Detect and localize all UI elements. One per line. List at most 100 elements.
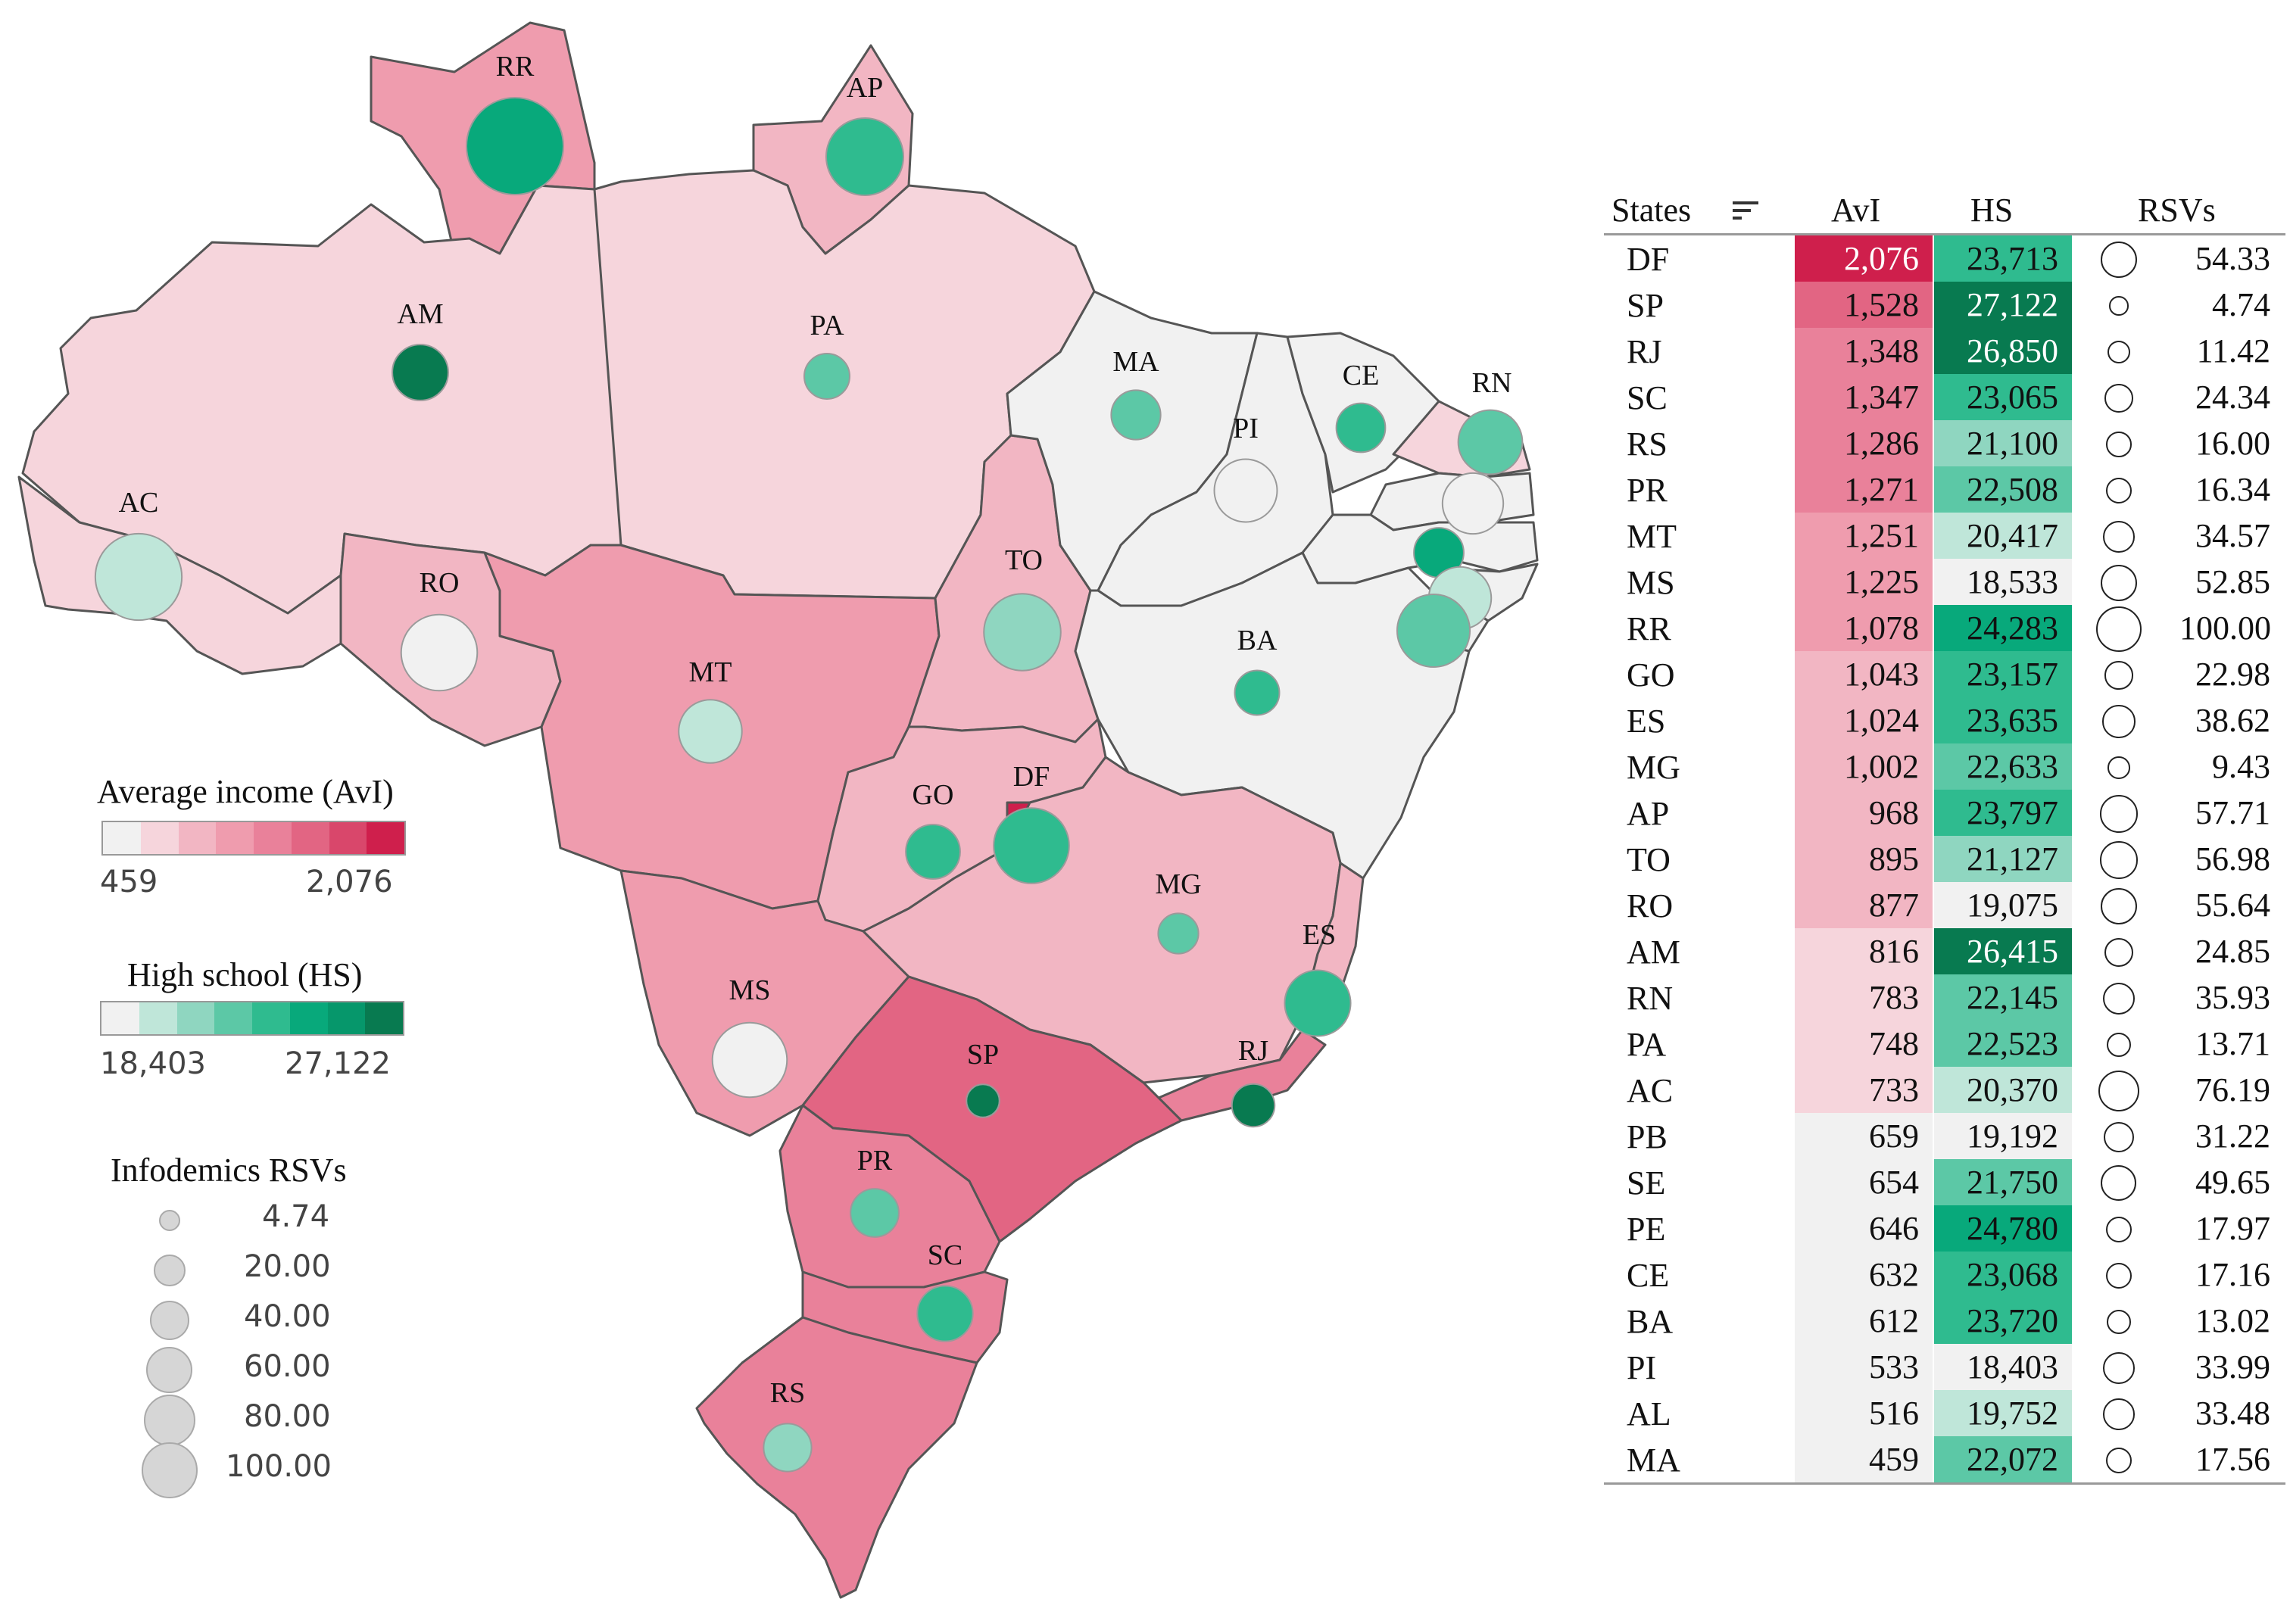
cell-rsv: 76.19: [2195, 1071, 2270, 1108]
bubble-CE[interactable]: [1335, 402, 1387, 454]
avi-ramp-swatch: [291, 822, 329, 854]
cell-hs: 19,075: [1934, 882, 2072, 928]
table-row[interactable]: RS 1,286 21,100 16.00: [1604, 420, 2285, 466]
bubble-GO[interactable]: [905, 824, 961, 880]
hs-ramp-swatch: [139, 1002, 177, 1034]
table-row[interactable]: AL 516 19,752 33.48: [1604, 1390, 2285, 1436]
cell-state: MA: [1627, 1442, 1680, 1479]
rsv-circle-mark: [2102, 982, 2136, 1015]
state-label-AP: AP: [847, 72, 884, 104]
bubble-AP[interactable]: [825, 117, 905, 197]
cell-state: RR: [1627, 610, 1671, 647]
state-label-RO: RO: [420, 567, 460, 599]
rsv-legend-value: 40.00: [244, 1299, 331, 1334]
bubble-MG[interactable]: [1157, 912, 1200, 955]
hs-ramp-swatch: [365, 1002, 403, 1034]
bubble-BA[interactable]: [1234, 669, 1281, 716]
cell-state: RS: [1627, 425, 1668, 463]
bubble-SC[interactable]: [916, 1285, 974, 1342]
bubble-RR[interactable]: [466, 97, 564, 195]
bubble-RS[interactable]: [763, 1423, 813, 1473]
cell-hs: 22,523: [1934, 1021, 2072, 1067]
hs-color-ramp: [100, 1001, 404, 1036]
cell-state: CE: [1627, 1257, 1670, 1294]
cell-rsv: 24.85: [2195, 933, 2270, 970]
state-label-RS: RS: [770, 1377, 805, 1409]
bubble-RN[interactable]: [1457, 409, 1524, 475]
header-rsvs[interactable]: RSVs: [2138, 192, 2216, 229]
cell-hs: 22,633: [1934, 743, 2072, 790]
sort-icon[interactable]: [1733, 201, 1758, 224]
cell-avi: 1,348: [1795, 328, 1933, 374]
table-row[interactable]: SC 1,347 23,065 24.34: [1604, 374, 2285, 420]
state-shape-RS[interactable]: [695, 1316, 978, 1599]
rsv-legend-bubble: [143, 1394, 196, 1447]
header-hs[interactable]: HS: [1970, 192, 2014, 229]
table-row[interactable]: PE 646 24,780 17.97: [1604, 1205, 2285, 1252]
hs-legend-min: 18,403: [100, 1046, 206, 1081]
rsv-circle-mark: [2106, 1032, 2132, 1058]
rsv-circle-mark: [2107, 756, 2130, 779]
cell-avi: 533: [1795, 1344, 1933, 1390]
cell-hs: 23,635: [1934, 697, 2072, 743]
cell-hs: 18,403: [1934, 1344, 2072, 1390]
cell-state: AP: [1627, 795, 1670, 832]
rsv-legend-bubble: [146, 1347, 193, 1394]
table-row[interactable]: RJ 1,348 26,850 11.42: [1604, 328, 2285, 374]
table-row[interactable]: MT 1,251 20,417 34.57: [1604, 513, 2285, 559]
table-row[interactable]: ES 1,024 23,635 38.62: [1604, 697, 2285, 743]
table-row[interactable]: BA 612 23,720 13.02: [1604, 1298, 2285, 1344]
cell-avi: 1,528: [1795, 282, 1933, 328]
bubble-PA[interactable]: [803, 353, 850, 400]
rsv-circle-mark: [2105, 1262, 2132, 1289]
bubble-SP[interactable]: [966, 1083, 1000, 1118]
table-row[interactable]: RR 1,078 24,283 100.00: [1604, 605, 2285, 652]
table-row[interactable]: GO 1,043 23,157 22.98: [1604, 651, 2285, 697]
table-row[interactable]: MS 1,225 18,533 52.85: [1604, 559, 2285, 605]
bubble-RO[interactable]: [400, 613, 479, 692]
header-states[interactable]: States: [1611, 192, 1692, 229]
cell-rsv: 52.85: [2195, 563, 2270, 600]
rsv-legend-title: Infodemics RSVs: [111, 1152, 347, 1189]
table-row[interactable]: DF 2,076 23,713 54.33: [1604, 235, 2285, 282]
cell-rsv: 56.98: [2195, 840, 2270, 877]
table-row[interactable]: RO 877 19,075 55.64: [1604, 882, 2285, 928]
hs-ramp-swatch: [252, 1002, 290, 1034]
table-row[interactable]: RN 783 22,145 35.93: [1604, 974, 2285, 1021]
avi-ramp-swatch: [103, 822, 141, 854]
header-avi[interactable]: AvI: [1831, 192, 1881, 229]
bubble-TO[interactable]: [983, 593, 1062, 672]
cell-avi: 968: [1795, 790, 1933, 836]
bubble-ES[interactable]: [1284, 969, 1352, 1037]
rsv-circle-mark: [2107, 340, 2131, 364]
cell-rsv: 49.65: [2195, 1164, 2270, 1201]
bubble-AM[interactable]: [392, 344, 449, 401]
bubble-PI[interactable]: [1213, 458, 1278, 523]
table-row[interactable]: MG 1,002 22,633 9.43: [1604, 743, 2285, 790]
cell-avi: 659: [1795, 1113, 1933, 1159]
bubble-PR[interactable]: [850, 1188, 900, 1238]
table-row[interactable]: TO 895 21,127 56.98: [1604, 836, 2285, 882]
bubble-RJ[interactable]: [1231, 1083, 1276, 1128]
bubble-SE[interactable]: [1396, 593, 1471, 669]
table-row[interactable]: PR 1,271 22,508 16.34: [1604, 466, 2285, 513]
table-row[interactable]: AM 816 26,415 24.85: [1604, 928, 2285, 974]
table-row[interactable]: SP 1,528 27,122 4.74: [1604, 282, 2285, 328]
table-row[interactable]: AP 968 23,797 57.71: [1604, 790, 2285, 836]
table-row[interactable]: PA 748 22,523 13.71: [1604, 1021, 2285, 1067]
table-row[interactable]: SE 654 21,750 49.65: [1604, 1159, 2285, 1205]
cell-hs: 18,533: [1934, 559, 2072, 605]
bubble-AC[interactable]: [94, 532, 183, 622]
table-row[interactable]: CE 632 23,068 17.16: [1604, 1252, 2285, 1298]
cell-hs: 19,752: [1934, 1390, 2072, 1436]
table-row[interactable]: PI 533 18,403 33.99: [1604, 1344, 2285, 1390]
bubble-MS[interactable]: [711, 1021, 788, 1099]
bubble-PB[interactable]: [1441, 472, 1505, 535]
table-row[interactable]: AC 733 20,370 76.19: [1604, 1067, 2285, 1113]
table-row[interactable]: PB 659 19,192 31.22: [1604, 1113, 2285, 1159]
bubble-DF[interactable]: [993, 807, 1070, 884]
cell-state: RO: [1627, 887, 1674, 924]
bubble-MT[interactable]: [678, 699, 743, 764]
bubble-MA[interactable]: [1110, 389, 1162, 441]
table-row[interactable]: MA 459 22,072 17.56: [1604, 1436, 2285, 1482]
